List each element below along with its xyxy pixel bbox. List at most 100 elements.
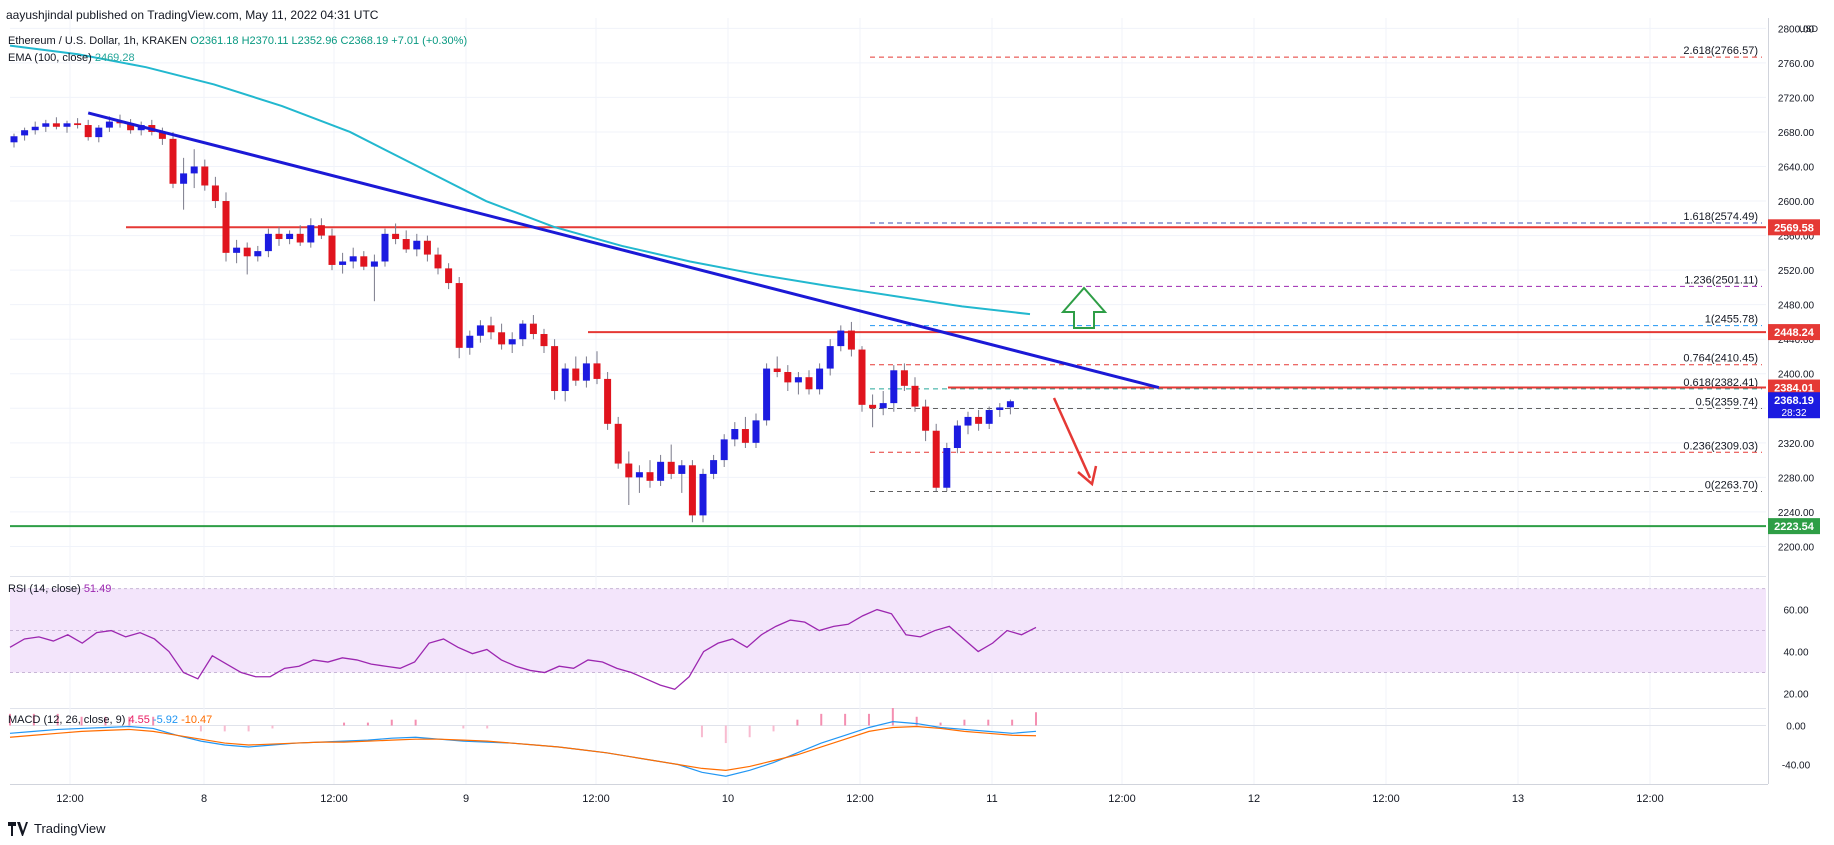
candle-body <box>572 368 580 381</box>
price-axis-label: 2223.54 <box>1774 521 1815 533</box>
candle-body <box>943 448 951 488</box>
pane-divider <box>10 576 1766 577</box>
candle <box>127 118 135 134</box>
candle <box>582 356 590 388</box>
up-arrow-annotation <box>1060 286 1108 329</box>
candle-body <box>264 233 272 252</box>
candle <box>837 325 845 352</box>
candle <box>74 118 82 129</box>
candle-body <box>307 225 315 243</box>
candle-body <box>699 473 707 516</box>
high-value: H2370.11 <box>241 35 289 47</box>
candle-body <box>21 130 29 136</box>
candle <box>752 413 760 449</box>
candle-body <box>826 346 834 369</box>
candle-body <box>582 363 590 381</box>
candle <box>476 320 484 343</box>
candle <box>911 377 919 412</box>
candle-body <box>614 423 622 464</box>
fib-level-label: 1.236(2501.11) <box>1684 274 1758 286</box>
ema-value: 2469.28 <box>94 52 135 64</box>
candle <box>95 125 103 143</box>
candle <box>42 119 50 132</box>
candle-body <box>784 372 792 383</box>
candle-body <box>487 325 495 333</box>
candle <box>763 363 771 426</box>
candle <box>551 339 559 400</box>
y-tick-label: 2520.00 <box>1778 266 1815 277</box>
candle <box>604 372 612 430</box>
candle-body <box>932 430 940 488</box>
candle <box>869 394 877 428</box>
x-tick-label: 12:00 <box>846 793 874 805</box>
candle <box>392 223 400 245</box>
candle <box>31 121 39 135</box>
candle-body <box>710 460 718 474</box>
candle-body <box>975 416 983 424</box>
candle-body <box>561 368 569 392</box>
candle-body <box>52 123 60 127</box>
candle-body <box>635 472 643 478</box>
candle-body <box>476 325 484 336</box>
candle <box>773 356 781 378</box>
time-axis-border <box>10 784 1768 785</box>
candle <box>688 460 696 523</box>
candle <box>233 239 241 264</box>
y-tick-label: 2600.00 <box>1778 197 1815 208</box>
candle-body <box>296 233 304 243</box>
countdown-label: 28:32 <box>1781 408 1806 419</box>
candle <box>381 228 389 267</box>
fib-level-label: 1(2455.78) <box>1705 314 1758 326</box>
candle <box>254 245 262 262</box>
candle <box>402 230 410 253</box>
candle <box>985 406 993 430</box>
candle-body <box>498 332 506 345</box>
candle <box>201 159 209 191</box>
x-tick-label: 12:00 <box>582 793 610 805</box>
candle-body <box>286 233 294 240</box>
candle-body <box>816 368 824 390</box>
y-tick-label: 2720.00 <box>1778 93 1815 104</box>
candle-body <box>275 233 283 240</box>
candle <box>52 117 60 130</box>
candle-body <box>985 410 993 424</box>
candle-body <box>773 368 781 373</box>
y-tick-label: 2640.00 <box>1778 162 1815 173</box>
candle <box>890 365 898 412</box>
candle-body <box>243 247 251 257</box>
candle-body <box>392 233 400 240</box>
candle-body <box>805 377 813 390</box>
candle <box>879 391 887 416</box>
candle <box>328 228 336 271</box>
candle <box>180 157 188 210</box>
candle-body <box>10 136 18 143</box>
candle-body <box>922 406 930 431</box>
candle-body <box>858 349 866 405</box>
candle <box>625 451 633 506</box>
down-arrow-annotation <box>1052 397 1092 479</box>
candle <box>508 332 516 354</box>
price-axis-label: 2569.58 <box>1774 222 1814 234</box>
candle-body <box>837 330 845 347</box>
candle-body <box>593 363 601 379</box>
fib-level-label: 0.236(2309.03) <box>1683 440 1758 452</box>
candle-body <box>466 335 474 348</box>
symbol-legend: Ethereum / U.S. Dollar, 1h, KRAKEN O2361… <box>8 35 467 47</box>
candle-body <box>158 131 166 139</box>
candle-body <box>455 283 463 348</box>
macd-hist-value: 4.55 <box>128 714 150 726</box>
price-label-bg <box>1768 379 1820 396</box>
candle-body <box>646 472 654 481</box>
rsi-line <box>9 608 1037 691</box>
candle <box>741 416 749 449</box>
candle-body <box>402 239 410 250</box>
candle-body <box>529 323 537 335</box>
candle <box>211 176 219 208</box>
candle <box>286 230 294 245</box>
candle <box>63 120 71 133</box>
candle-body <box>551 346 559 392</box>
footer-brand[interactable]: TradingView <box>8 821 106 836</box>
publisher-credit: aayushjindal published on TradingView.co… <box>6 8 379 22</box>
candle-body <box>180 173 188 184</box>
